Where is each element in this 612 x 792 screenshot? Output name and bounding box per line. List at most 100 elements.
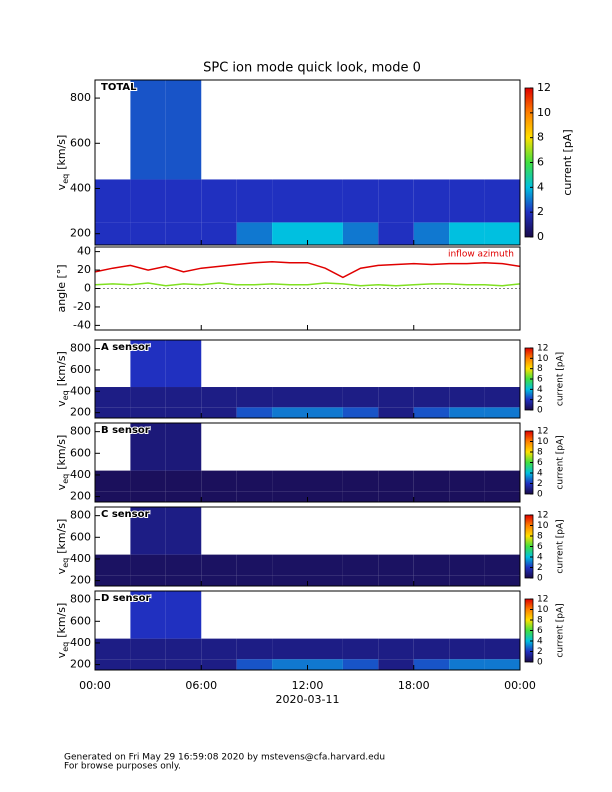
heatmap-cell	[130, 591, 166, 639]
y-tick-label: 0	[84, 282, 91, 295]
colorbar-tick-label: 6	[537, 375, 543, 385]
heatmap-cell	[342, 407, 379, 418]
heatmap-cell	[307, 638, 343, 660]
heatmap-cell	[413, 222, 450, 245]
heatmap-cell	[484, 659, 520, 670]
heatmap-cell	[95, 470, 131, 492]
heatmap-cell	[130, 179, 166, 223]
heatmap-cell	[165, 591, 202, 639]
colorbar-tick-label: 8	[537, 616, 543, 626]
y-label-unit: [km/s]	[55, 519, 68, 554]
heatmap-cell	[236, 638, 273, 660]
heatmap-cell	[236, 179, 273, 223]
heatmap-cell	[201, 491, 237, 502]
heatmap-cell	[449, 491, 485, 502]
heatmap-cell	[413, 470, 450, 492]
heatmap-cell	[130, 470, 166, 492]
heatmap-cell	[130, 491, 166, 502]
y-axis-label: veq [km/s]	[55, 135, 70, 191]
heatmap-cell	[449, 575, 485, 586]
heatmap-cell	[342, 659, 379, 670]
colorbar-tick-label: 8	[537, 448, 543, 458]
heatmap-cell	[272, 491, 308, 502]
colorbar-label: current [pA]	[556, 603, 566, 657]
colorbar-tick-label: 4	[537, 385, 543, 395]
heatmap-cell	[307, 179, 343, 223]
heatmap-cell	[272, 222, 308, 245]
heatmap-cell	[307, 659, 343, 670]
y-label-unit: [km/s]	[55, 435, 68, 470]
y-tick-label: 200	[70, 406, 91, 419]
heatmap-cell	[130, 222, 166, 245]
colorbar-label: current [pA]	[556, 519, 566, 573]
heatmap-cell	[484, 470, 520, 492]
heatmap-cell	[378, 222, 414, 245]
colorbar-tick-label: 0	[537, 406, 543, 416]
heatmap-cell	[236, 491, 273, 502]
colorbar-tick-label: 10	[537, 521, 549, 531]
heatmap-cell	[307, 491, 343, 502]
colorbar-tick-label: 12	[537, 344, 548, 354]
x-tick-label: 18:00	[398, 679, 430, 692]
x-tick-label: 00:00	[79, 679, 111, 692]
heatmap-cell	[484, 638, 520, 660]
legend-label: inflow azimuth	[448, 250, 514, 260]
colorbar-tick-label: 4	[537, 180, 544, 193]
heatmap-cell	[201, 407, 237, 418]
heatmap-cell	[165, 659, 202, 670]
colorbar-tick-label: 10	[537, 354, 549, 364]
heatmap-cell	[378, 575, 414, 586]
heatmap-cell	[378, 407, 414, 418]
chart-title: SPC ion mode quick look, mode 0	[203, 61, 421, 76]
heatmap-cell	[307, 575, 343, 586]
heatmap-cell	[449, 179, 485, 223]
line-series	[94, 282, 521, 287]
y-label-sub: eq	[61, 390, 70, 400]
y-tick-label: 800	[70, 593, 91, 606]
heatmap-cell	[95, 491, 131, 502]
colorbar-tick-label: 0	[537, 230, 544, 243]
heatmap-cell	[201, 575, 237, 586]
y-tick-label: 800	[70, 425, 91, 438]
heatmap-cell	[165, 575, 202, 586]
heatmap-cell	[307, 554, 343, 576]
heatmap-cell	[201, 659, 237, 670]
heatmap-cell	[342, 638, 379, 660]
heatmap-cell	[413, 575, 450, 586]
footer-line: For browse purposes only.	[64, 762, 181, 772]
heatmap-cell	[378, 659, 414, 670]
heatmap-cell	[95, 407, 131, 418]
heatmap-cell	[130, 387, 166, 408]
heatmap-cell	[413, 638, 450, 660]
y-axis-label: veq [km/s]	[55, 351, 70, 407]
panel-label: A sensor	[101, 342, 150, 353]
colorbar-tick-label: 4	[537, 469, 543, 479]
heatmap-cell	[165, 554, 202, 576]
heatmap-cell	[484, 222, 520, 245]
heatmap-cell	[165, 470, 202, 492]
heatmap-cell	[342, 491, 379, 502]
y-axis-label: veq [km/s]	[55, 519, 70, 575]
colorbar-tick-label: 10	[537, 437, 549, 447]
heatmap-cell	[449, 222, 485, 245]
colorbar-tick-label: 4	[537, 553, 543, 563]
heatmap-cell	[130, 80, 166, 180]
colorbar-tick-label: 10	[537, 605, 549, 615]
heatmap-cell	[378, 638, 414, 660]
colorbar-tick-label: 0	[537, 658, 543, 668]
x-tick-label: 12:00	[292, 679, 324, 692]
heatmap-cell	[130, 575, 166, 586]
y-tick-label: 20	[77, 263, 91, 276]
footer-line: Generated on Fri May 29 16:59:08 2020 by…	[64, 753, 385, 763]
heatmap-cell	[130, 638, 166, 660]
panel-label: C sensor	[101, 509, 149, 520]
colorbar-tick-label: 6	[537, 626, 543, 636]
heatmap-cell	[236, 575, 273, 586]
panel-label: B sensor	[101, 425, 150, 436]
heatmap-cell	[201, 638, 237, 660]
panel-label: TOTAL	[101, 82, 137, 93]
heatmap-cell	[342, 222, 379, 245]
y-label-sub: eq	[61, 558, 70, 568]
y-tick-label: 400	[70, 552, 91, 565]
heatmap-cell	[413, 407, 450, 418]
